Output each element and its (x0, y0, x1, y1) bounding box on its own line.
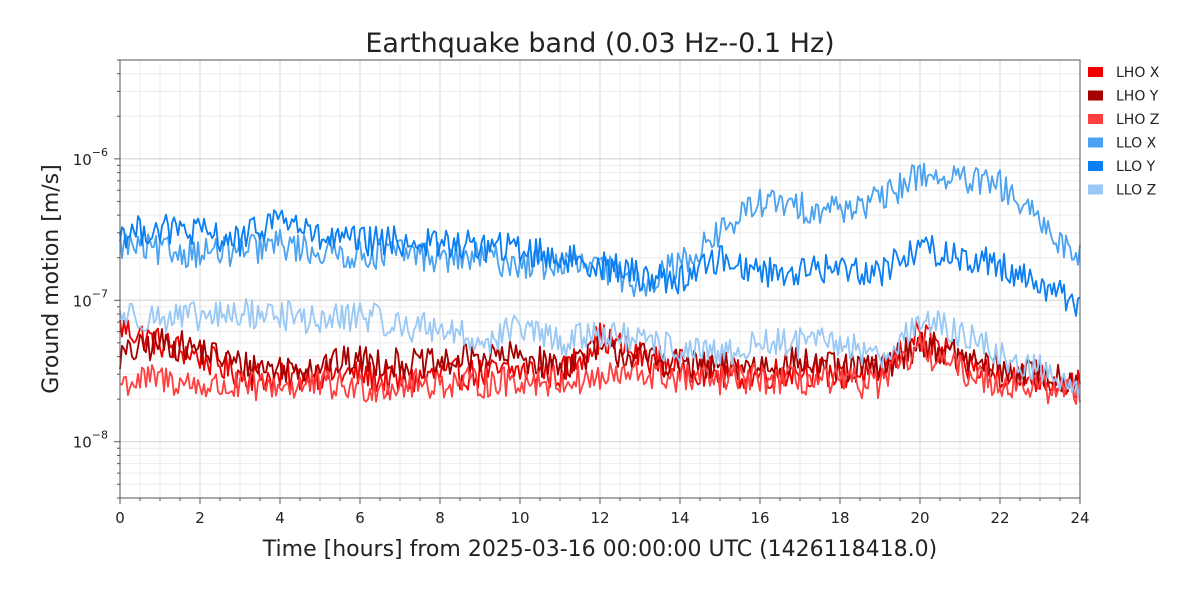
x-tick-label: 8 (435, 509, 445, 527)
legend-swatch-llo-y (1088, 161, 1103, 171)
legend-swatch-lho-z (1088, 114, 1103, 124)
legend-label-llo-y: LLO Y (1116, 159, 1156, 175)
x-tick-label: 20 (910, 509, 929, 527)
x-tick-label: 6 (355, 509, 365, 527)
series-line-lho-x (119, 319, 1081, 399)
legend[interactable]: LHO X LHO Y LHO Z LLO X LLO Y LLO Z (1088, 65, 1160, 199)
legend-label-llo-z: LLO Z (1116, 183, 1156, 199)
legend-swatch-lho-x (1088, 67, 1103, 77)
legend-swatch-llo-z (1088, 184, 1103, 195)
series-layer (119, 162, 1081, 405)
x-tick-label: 16 (750, 509, 769, 527)
series-line-llo-z (119, 297, 1081, 398)
series-line-llo-x (119, 162, 1081, 298)
series-line-llo-y (119, 209, 1081, 317)
legend-label-llo-x: LLO X (1116, 136, 1157, 152)
x-tick-label: 24 (1070, 509, 1089, 527)
legend-label-lho-y: LHO Y (1116, 89, 1159, 105)
x-tick-label: 22 (990, 509, 1009, 527)
legend-swatch-lho-y (1088, 90, 1103, 101)
x-tick-label: 0 (115, 509, 125, 527)
legend-label-lho-z: LHO Z (1116, 112, 1159, 128)
x-tick-label: 4 (275, 509, 285, 527)
y-tick-label: 10−6 (73, 146, 108, 169)
chart-title: Earthquake band (0.03 Hz--0.1 Hz) (365, 28, 834, 59)
y-axis: 10−8 10−7 10−6 (73, 59, 120, 499)
y-axis-label: Ground motion [m/s] (39, 164, 64, 393)
x-tick-label: 2 (195, 509, 205, 527)
x-tick-label: 12 (590, 509, 609, 527)
x-tick-label: 10 (510, 509, 529, 527)
y-tick-label: 10−8 (73, 429, 108, 452)
legend-swatch-llo-x (1088, 137, 1103, 148)
x-tick-label: 14 (670, 509, 689, 527)
x-tick-label: 18 (830, 509, 849, 527)
legend-label-lho-x: LHO X (1116, 65, 1160, 81)
x-axis-label: Time [hours] from 2025-03-16 00:00:00 UT… (262, 537, 937, 562)
x-axis: 0 2 4 6 8 10 12 14 16 18 20 22 24 (115, 498, 1090, 527)
series-line-lho-z (119, 333, 1081, 405)
grid (119, 59, 1081, 499)
y-tick-label: 10−7 (73, 287, 108, 310)
